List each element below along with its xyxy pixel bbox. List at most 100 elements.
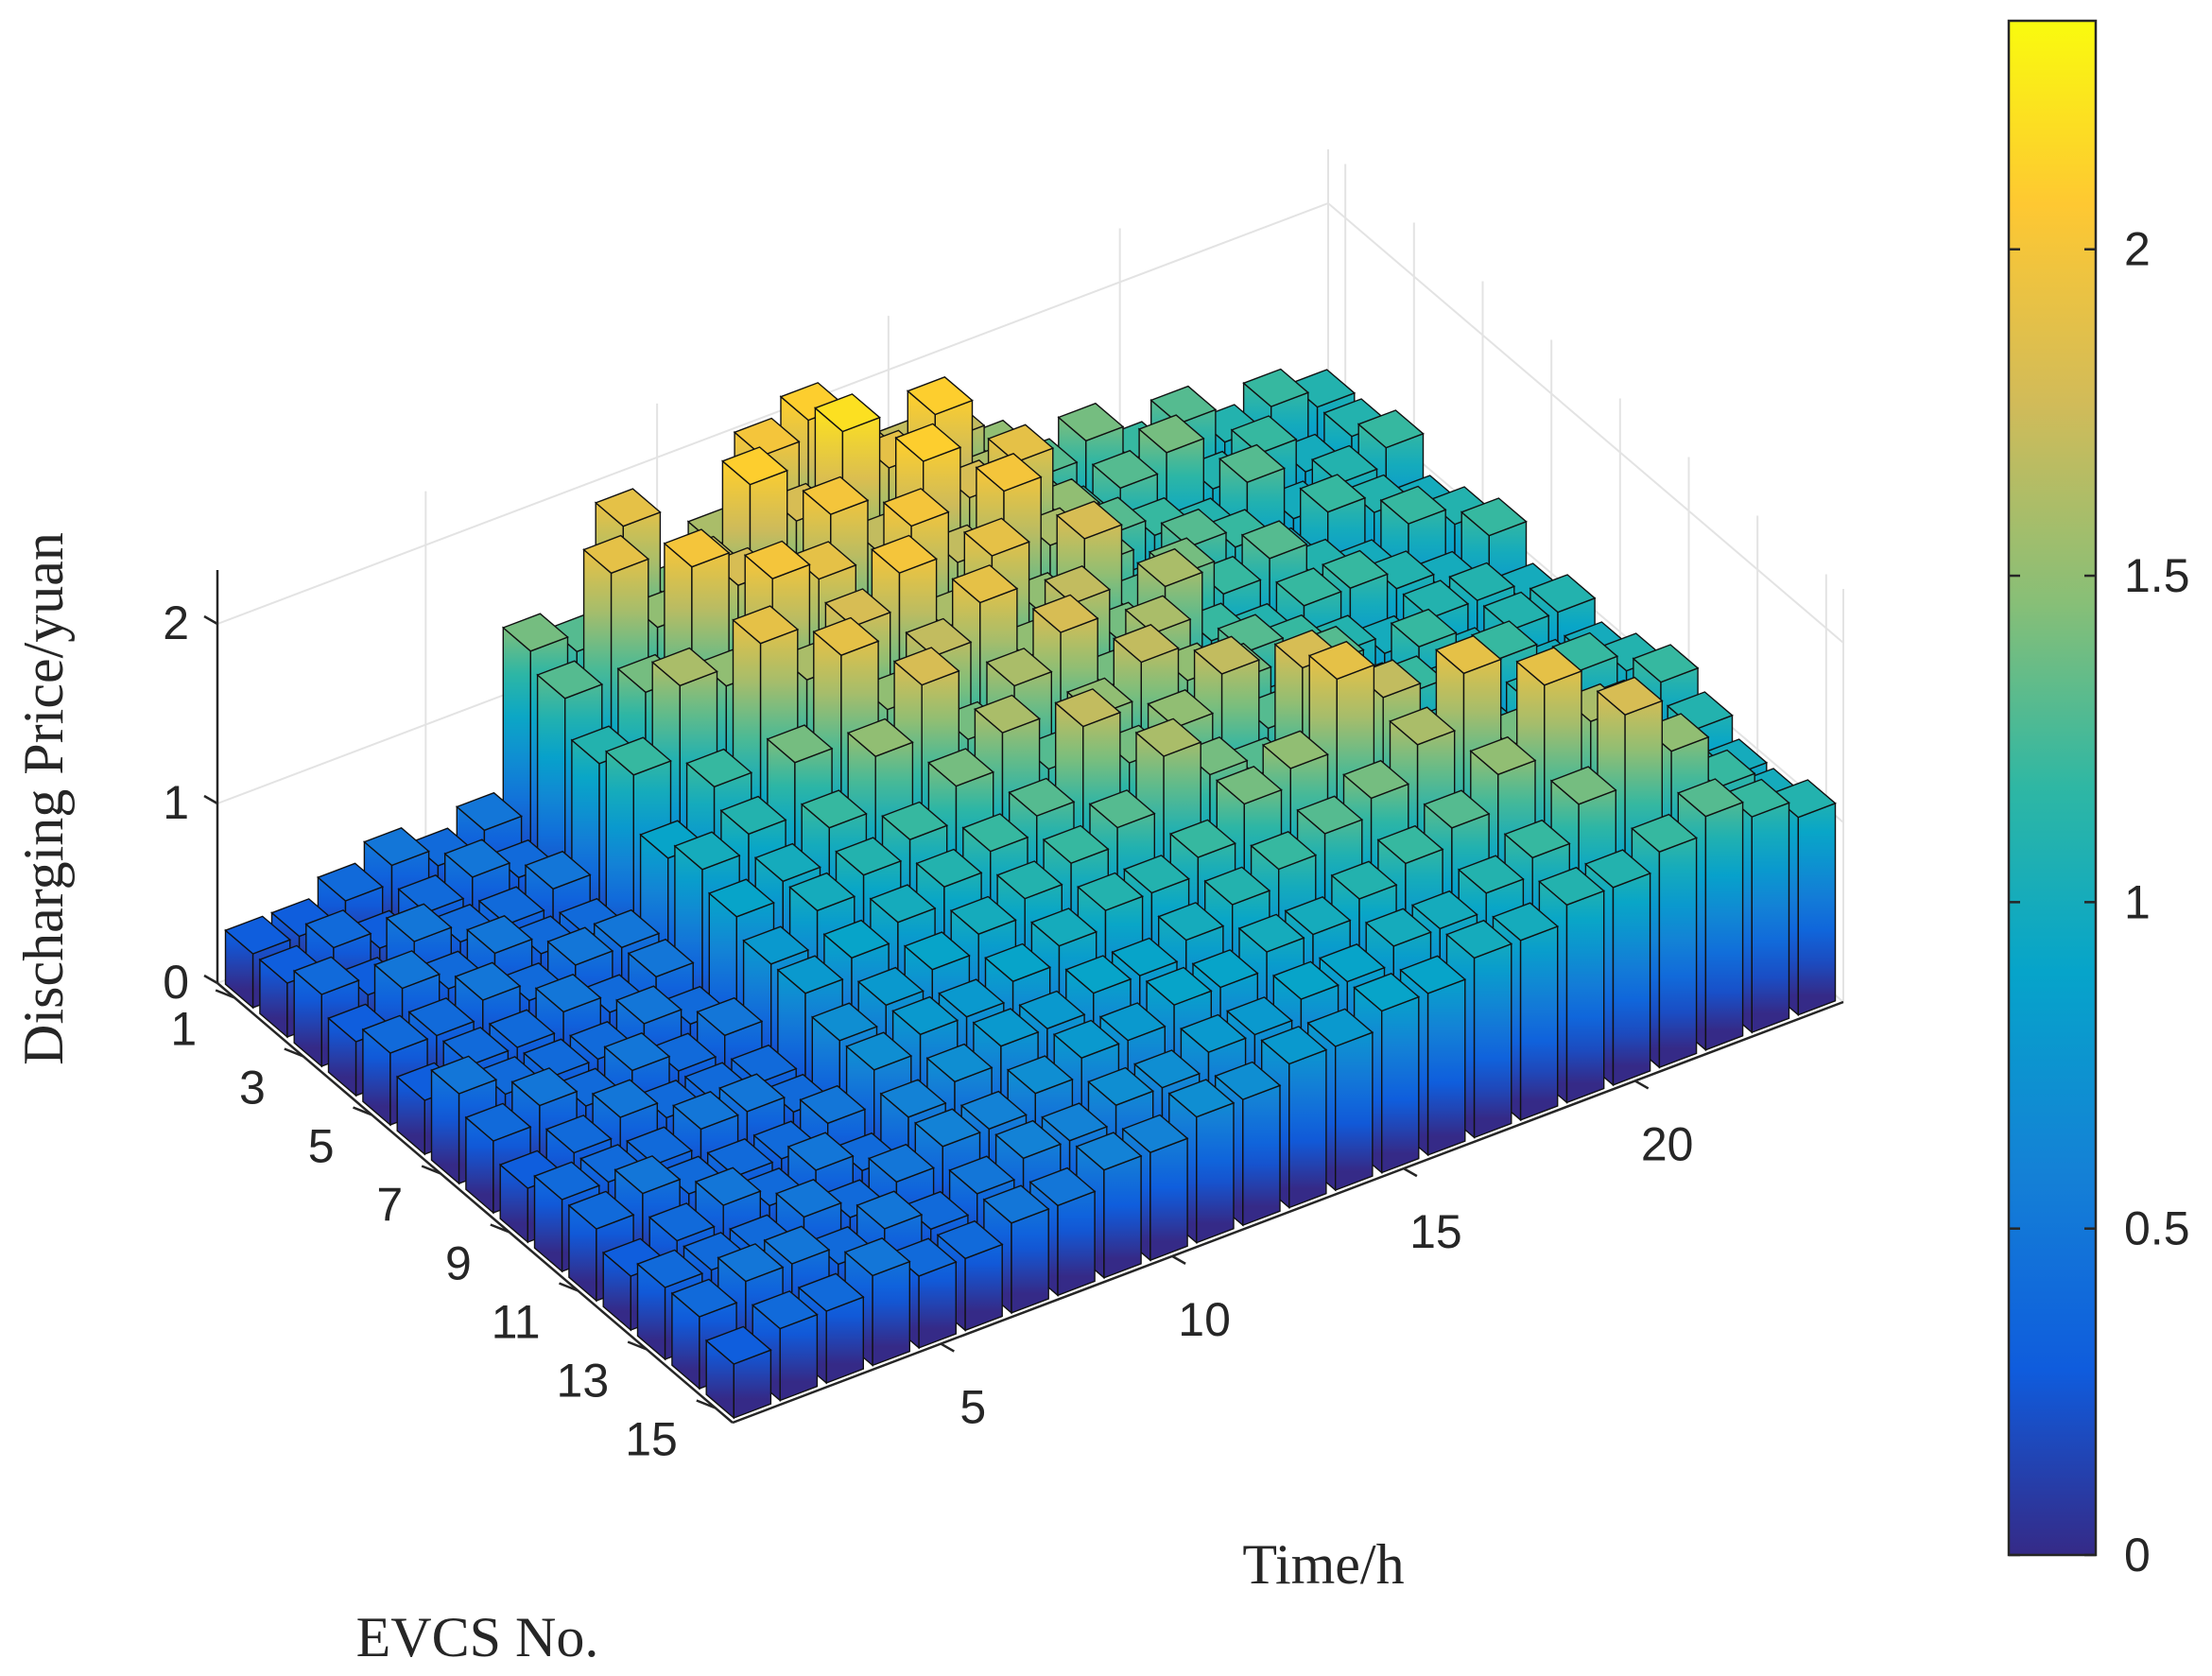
bar-top-face [1584, 849, 1651, 889]
bar-top-face [1445, 919, 1513, 959]
bar-top-face [906, 375, 974, 416]
bar-top-face [524, 850, 592, 890]
bar-top-face [430, 1055, 498, 1095]
bar-top-face [938, 978, 1006, 1018]
bar-top-face [730, 1044, 798, 1084]
bar-top-face [995, 860, 1063, 900]
bar-top-face [1075, 1132, 1143, 1171]
bar-top-face [685, 748, 753, 788]
bar-top-face [707, 878, 775, 918]
y-axis-label: EVCS No. [356, 1606, 599, 1668]
bar-front-face [1612, 872, 1651, 1086]
bar-front-face [1242, 1084, 1281, 1227]
y-tick-label: 13 [557, 1355, 610, 1408]
bar-top-face [843, 1236, 911, 1277]
bar-top-face [800, 789, 868, 829]
bar-top-face [1632, 644, 1700, 683]
bar-top-face [1631, 813, 1698, 854]
bar-top-face [1402, 579, 1470, 619]
bar-top-face [1137, 414, 1205, 454]
bar-top-face [613, 1155, 682, 1195]
bar-top-face [1006, 1055, 1074, 1095]
bar-front-face [918, 1260, 957, 1349]
bar-top-face [1167, 1079, 1236, 1118]
grid-line [216, 202, 1329, 625]
z-tick [203, 974, 218, 985]
z-tick-label: 1 [163, 776, 189, 829]
bar-top-face [1168, 819, 1236, 858]
bar-top-face [1410, 890, 1478, 930]
bar-top-face [1215, 765, 1283, 805]
x-tick-label: 10 [1178, 1293, 1231, 1346]
bar-top-face [224, 915, 292, 955]
bar-top-face [732, 605, 800, 645]
bar-top-face [1515, 647, 1583, 686]
y-tick [284, 1047, 304, 1058]
bar-front-face [1334, 1031, 1374, 1192]
bar-top-face [824, 588, 892, 628]
bar-front-face [1196, 1101, 1235, 1244]
bar-top-face [604, 736, 672, 776]
x-tick [1634, 1080, 1650, 1090]
bar-top-face [913, 1108, 981, 1148]
bar-front-face [825, 1296, 864, 1385]
bar-top-face [1030, 907, 1098, 947]
bar-top-face [1044, 564, 1112, 605]
colorbar-tick-label: 1 [2124, 875, 2151, 928]
bar-top-face [1133, 1049, 1201, 1089]
bar-top-face [974, 694, 1041, 734]
bar-front-face [1288, 1048, 1327, 1209]
bar-top-face [855, 1190, 924, 1230]
bar-top-face [385, 903, 453, 942]
bar-top-face [1218, 443, 1286, 484]
bar-top-face [534, 973, 602, 1013]
bar-top-face [1180, 1013, 1247, 1053]
bar-top-face [673, 831, 741, 871]
colorbar-tick-label: 0 [2124, 1529, 2151, 1581]
bar-top-face [1399, 955, 1467, 994]
bar-top-face [879, 1079, 947, 1118]
colorbar-tick-label: 1.5 [2124, 549, 2190, 602]
bar-top-face [775, 1178, 842, 1218]
bar-front-face [1658, 837, 1698, 1069]
bar-top-face [719, 795, 787, 836]
bar-top-face [1091, 449, 1159, 490]
bar-top-face [1098, 1002, 1166, 1042]
bar-top-face [1596, 676, 1664, 717]
bar-top-face [1124, 595, 1192, 634]
bar-top-face [788, 872, 856, 912]
bar-top-face [766, 724, 834, 764]
y-tick-label: 7 [376, 1179, 403, 1232]
bar-top-face [1299, 474, 1367, 513]
bar-front-face [1751, 802, 1790, 1034]
bar-top-face [594, 488, 662, 527]
z-axis-label: Discharging Price/yuan [12, 532, 75, 1065]
bar-top-face [881, 801, 949, 841]
bar-top-face [742, 925, 810, 965]
bar-top-face [835, 837, 903, 876]
bar-top-face [407, 997, 475, 1037]
bar-top-face [1284, 895, 1352, 936]
bar-top-face [1087, 1066, 1155, 1107]
bar-top-face [753, 842, 821, 883]
bar-top-face [925, 1043, 994, 1083]
bar-top-face [856, 966, 925, 1007]
bar-top-face [985, 648, 1053, 687]
bar-top-face [1226, 996, 1293, 1036]
bar-top-face [648, 1202, 716, 1242]
bar-front-face [1011, 1207, 1049, 1314]
bar-top-face [706, 1137, 774, 1178]
bar-top-face [814, 393, 881, 433]
bar-top-face [1296, 795, 1364, 835]
bar-top-face [1077, 872, 1144, 911]
bar-top-face [786, 1132, 855, 1171]
bar-top-face [615, 985, 683, 1025]
bar-top-face [1390, 608, 1458, 648]
bar-top-face [1271, 960, 1339, 1000]
bar-top-face [867, 1143, 935, 1184]
bar-top-face [936, 1219, 1004, 1260]
bar-t1-s15 [704, 1325, 772, 1420]
bar-top-face [1203, 866, 1271, 906]
bar-top-face [1088, 789, 1156, 829]
